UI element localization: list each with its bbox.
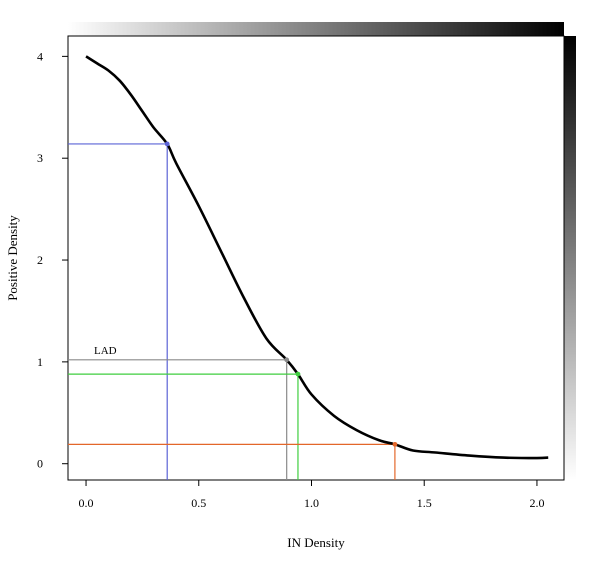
reference-point-2 — [295, 371, 301, 377]
x-axis-title: IN Density — [287, 535, 345, 550]
x-tick-label-4: 2.0 — [529, 496, 544, 510]
y-axis-title: Positive Density — [5, 215, 20, 301]
x-tick-label-3: 1.5 — [417, 496, 432, 510]
reference-label-1: LAD — [94, 345, 117, 357]
y-tick-label-3: 3 — [37, 151, 43, 165]
y-axis: 0 1 2 3 4 — [37, 49, 68, 471]
top-gradient-bar — [68, 22, 564, 36]
x-tick-label-0: 0.0 — [79, 496, 94, 510]
right-gradient-bar — [564, 36, 576, 480]
y-tick-label-0: 0 — [37, 457, 43, 471]
x-tick-label-1: 0.5 — [191, 496, 206, 510]
reference-point-1 — [284, 357, 290, 363]
series-line-0 — [85, 55, 549, 460]
x-tick-label-2: 1.0 — [304, 496, 319, 510]
x-axis: 0.0 0.5 1.0 1.5 2.0 — [79, 480, 544, 510]
reference-labels: LAD — [94, 345, 117, 357]
series-layer — [85, 55, 549, 460]
reference-point-3 — [392, 441, 398, 447]
y-tick-label-1: 1 — [37, 355, 43, 369]
y-tick-label-2: 2 — [37, 253, 43, 267]
y-tick-label-4: 4 — [37, 49, 43, 63]
plot-frame — [67, 35, 565, 481]
reference-point-0 — [164, 141, 170, 147]
reference-lines — [68, 143, 396, 480]
